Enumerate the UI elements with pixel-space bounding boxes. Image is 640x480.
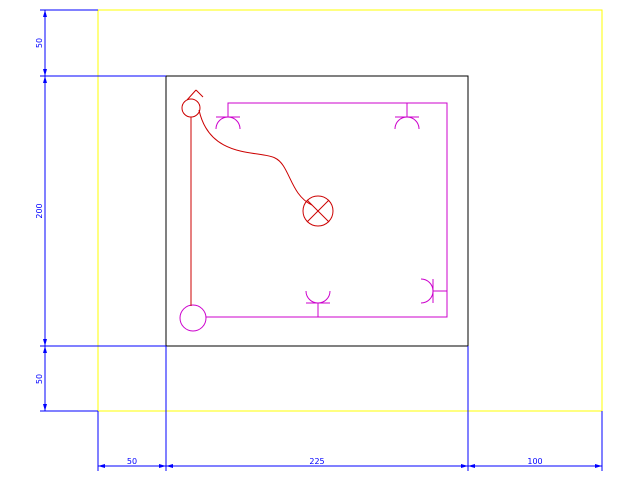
arrowhead [43,404,47,411]
dimension-labels: 50 200 50 50 225 100 [35,38,543,466]
socket-top-left [215,103,241,130]
lamp-feed-wire [198,109,313,206]
ceiling-lamp [302,195,334,227]
socket-circuit [179,102,448,332]
switch-bottom [179,304,207,332]
socket-right [420,278,447,304]
arrowhead [43,10,47,17]
arrowhead [43,339,47,346]
dimension-label-left-margin: 50 [127,457,137,466]
dimension-label-right-margin: 100 [527,457,542,466]
arrowhead [43,346,47,353]
arrowhead [98,464,105,468]
socket-top-right [394,103,420,130]
arrowhead [166,464,173,468]
dimension-arrowheads [43,10,602,468]
site-boundary [97,9,603,412]
arrowhead [43,69,47,76]
dimension-label-bottom-margin: 50 [35,374,44,384]
room-outline [165,75,469,347]
arrowhead [468,464,475,468]
arrowhead [595,464,602,468]
socket-bottom [305,290,331,317]
arrowhead [159,464,166,468]
dimension-label-room-width: 225 [309,457,324,466]
switch-top-lever [186,89,197,101]
dimension-lines [40,9,603,471]
lighting-circuit [181,89,334,306]
switch-top-lever-tip [195,89,204,98]
arrowhead [43,76,47,83]
arrowhead [461,464,468,468]
dimension-label-top-margin: 50 [35,38,44,48]
dimension-label-room-depth: 200 [35,203,44,218]
